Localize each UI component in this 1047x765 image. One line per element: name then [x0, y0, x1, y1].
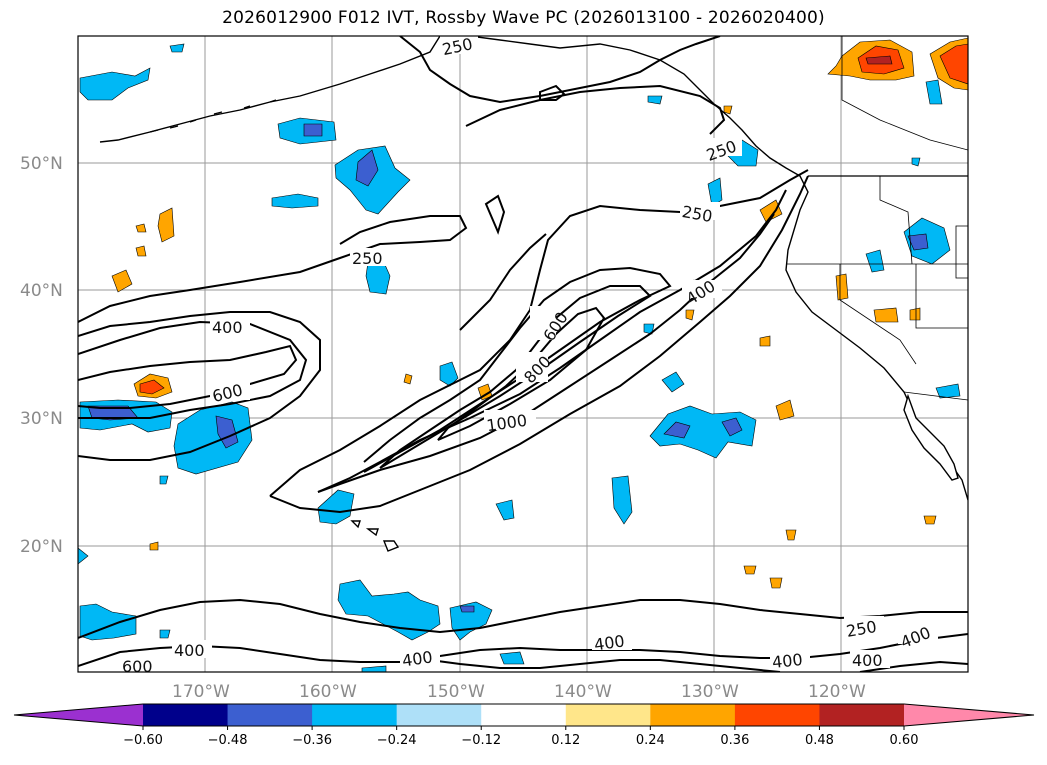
colorbar-tick-label: −0.60 [123, 733, 163, 748]
colorbar-tick-label: −0.48 [208, 733, 248, 748]
contour-label: 400 [852, 651, 883, 670]
colorbar-tick-label: −0.24 [377, 733, 417, 748]
lat-label: 40°N [20, 281, 63, 301]
contour-label: 400 [401, 647, 434, 670]
colorbar-segment [565, 704, 651, 726]
colorbar-tick-label: 0.60 [890, 733, 919, 748]
colorbar-segment [650, 704, 736, 726]
longitude-labels: 170°W 160°W 150°W 140°W 130°W 120°W [172, 682, 866, 702]
colorbar-segment [396, 704, 482, 726]
colorbar-segment [819, 704, 905, 726]
lon-label: 140°W [554, 682, 612, 702]
contour-label: 400 [174, 641, 205, 660]
colorbar-tick-label: 0.36 [720, 733, 749, 748]
contour-label: 400 [212, 318, 243, 337]
contour-label: 400 [771, 650, 803, 672]
lon-label: 130°W [681, 682, 739, 702]
colorbar-segment [227, 704, 313, 726]
contour-labels: 250 250 250 250 250 250 400 400 400 400 … [120, 34, 938, 676]
contour-label: 250 [352, 249, 383, 268]
colorbar-tick-label: 0.48 [805, 733, 834, 748]
lat-label: 20°N [20, 537, 63, 557]
colorbar-segment [312, 704, 398, 726]
colorbar-segment [734, 704, 820, 726]
map-frame [77, 35, 969, 673]
colorbar-tick-label: −0.36 [292, 733, 332, 748]
colorbar-extend-high [904, 704, 1034, 726]
map-title: 2026012900 F012 IVT, Rossby Wave PC (202… [222, 8, 825, 28]
colorbar: −0.60 −0.48 −0.36 −0.24 −0.12 0.12 0.24 0.36 0.4… [13, 703, 1035, 748]
colorbar-tick-label: −0.12 [461, 733, 501, 748]
colorbar-tick-label: 0.12 [551, 733, 580, 748]
colorbar-segment [481, 704, 567, 726]
contour-label: 250 [440, 34, 474, 59]
coastlines [99, 36, 968, 552]
lon-label: 170°W [172, 682, 230, 702]
lon-label: 150°W [427, 682, 485, 702]
lon-label: 120°W [808, 682, 866, 702]
anomaly-fill [78, 37, 968, 672]
lat-label: 50°N [20, 154, 63, 174]
lat-label: 30°N [20, 409, 63, 429]
latitude-labels: 50°N 40°N 30°N 20°N [20, 154, 63, 557]
contour-label: 400 [593, 631, 626, 654]
colorbar-extend-low [14, 704, 143, 726]
contour-label: 600 [122, 657, 153, 676]
lon-label: 160°W [299, 682, 357, 702]
colorbar-tick-label: 0.24 [636, 733, 665, 748]
ivt-contours [78, 36, 968, 672]
colorbar-segment [143, 704, 229, 726]
